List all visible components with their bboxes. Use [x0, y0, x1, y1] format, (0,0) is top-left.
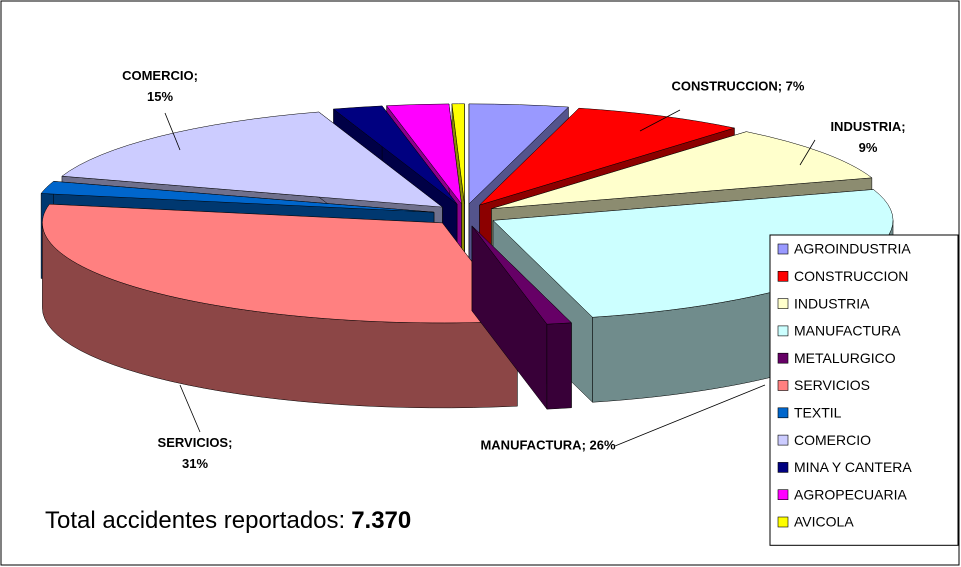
legend-box	[769, 234, 959, 546]
legend-label: CONSTRUCCION	[794, 268, 908, 284]
data-label: MANUFACTURA; 26%	[480, 437, 616, 452]
slice-side	[546, 322, 572, 410]
slice-top	[61, 111, 444, 208]
slice-top	[42, 203, 518, 324]
legend-swatch	[777, 298, 789, 309]
data-label: COMERCIO; 15%	[122, 68, 198, 104]
slice-top	[451, 103, 465, 204]
slice-top	[471, 225, 573, 325]
total-value: 7.370	[351, 507, 411, 534]
legend-swatch	[777, 270, 789, 282]
slice-top	[386, 103, 462, 205]
legend-swatch	[777, 352, 789, 364]
legend-swatch	[777, 380, 789, 391]
slice-top	[479, 107, 735, 206]
data-label: CONSTRUCCION; 7%	[672, 78, 805, 93]
legend-swatch	[777, 462, 789, 473]
legend-label: INDUSTRIA	[794, 295, 870, 311]
legend-label: SERVICIOS	[794, 377, 870, 393]
legend-label: AVICOLA	[794, 514, 854, 530]
legend-label: AGROPECUARIA	[794, 486, 907, 502]
leader-line	[799, 139, 816, 166]
legend-label: TEXTIL	[794, 405, 842, 421]
total-text: Total accidentes reportados: 7.370	[45, 507, 411, 534]
legend-label: MANUFACTURA	[794, 323, 901, 339]
legend-swatch	[777, 325, 789, 337]
leader-line	[179, 384, 201, 433]
data-label: SERVICIOS; 31%	[158, 435, 233, 471]
legend-label: MINA Y CANTERA	[794, 459, 912, 475]
legend-label: COMERCIO	[794, 432, 871, 448]
legend-swatch	[777, 407, 789, 419]
legend-label: AGROINDUSTRIA	[794, 241, 911, 257]
leader-line	[164, 112, 181, 151]
data-label: INDUSTRIA; 9%	[830, 119, 905, 155]
leader-line	[614, 384, 766, 447]
legend-swatch	[777, 489, 789, 501]
slice-top	[332, 105, 458, 205]
total-caption: Total accidentes reportados:	[45, 507, 345, 534]
legend-label: METALURGICO	[794, 350, 896, 366]
slice	[471, 225, 573, 410]
legend-swatch	[777, 516, 789, 528]
leader-line	[639, 109, 681, 132]
legend-swatch	[777, 243, 789, 255]
slice	[42, 203, 518, 409]
slice-top	[491, 131, 873, 209]
slice-top	[40, 181, 435, 213]
legend-swatch	[777, 434, 789, 446]
slice-top	[468, 103, 570, 205]
